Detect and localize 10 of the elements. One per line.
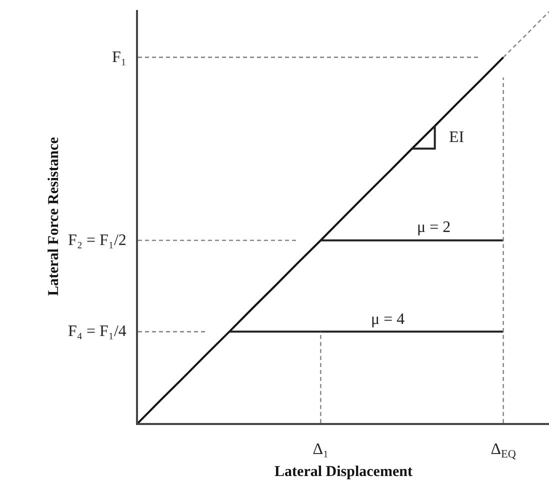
x-tick-label: Δ₁ [312, 441, 329, 458]
x-tick-label: Δ$_{EQ}$ [490, 441, 516, 461]
series-label: F₂ = F₁/2 [68, 232, 126, 249]
series-label: μ = 2 [417, 219, 451, 236]
series-label: F₁ [112, 49, 126, 66]
x-axis-title: Lateral Displacement [274, 464, 412, 480]
series-label: EI [449, 129, 464, 146]
y-axis-title: Lateral Force Resistance [46, 136, 62, 296]
series-label: μ = 4 [371, 311, 405, 328]
series-label: F₄ = F₁/4 [68, 323, 126, 340]
